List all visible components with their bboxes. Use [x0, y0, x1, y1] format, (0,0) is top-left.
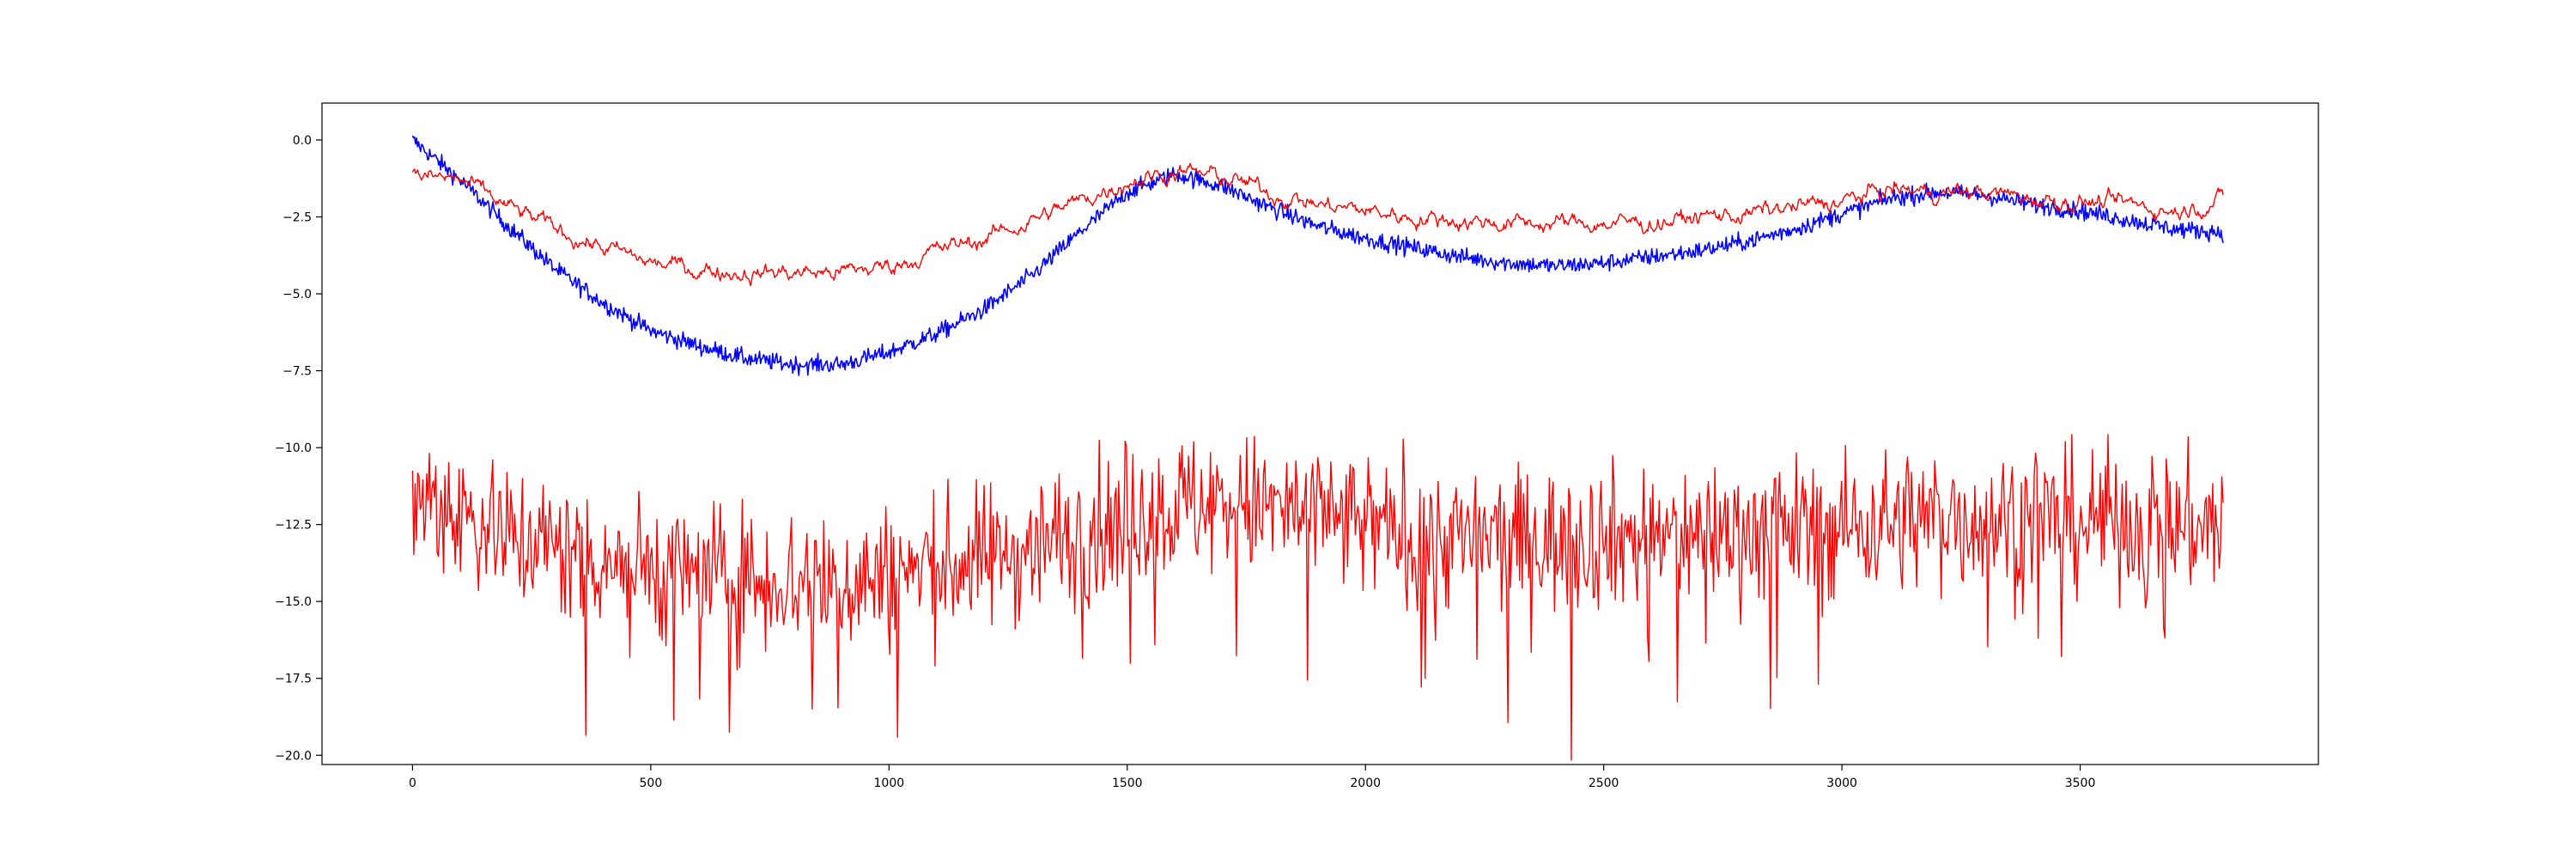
y-tick-label: 0.0: [293, 134, 312, 148]
plot-area-frame: [321, 102, 2319, 765]
y-tick-label: −20.0: [275, 749, 312, 763]
x-tick-label: 2500: [1589, 777, 1619, 790]
series-line-1: [411, 135, 2224, 376]
x-tick-label: 2000: [1350, 777, 1381, 790]
x-axis: 0 500 1000 1500 2000 2500 3000 3500: [409, 765, 2095, 790]
y-tick-label: −2.5: [283, 211, 312, 225]
x-tick-label: 1000: [874, 777, 905, 790]
y-tick-label: −7.5: [283, 365, 312, 379]
series-layer: [411, 135, 2224, 761]
x-tick-label: 500: [640, 777, 663, 790]
x-tick-label: 1500: [1112, 777, 1143, 790]
x-tick-label: 0: [409, 777, 416, 790]
x-tick-label: 3000: [1826, 777, 1857, 790]
y-tick-label: −5.0: [283, 288, 312, 302]
y-axis: 0.0 −2.5 −5.0 −7.5 −10.0 −12.5 −15.0 −17.5 −20.0: [275, 134, 322, 763]
y-tick-label: −10.0: [275, 442, 312, 455]
y-tick-label: −15.0: [275, 595, 312, 609]
y-tick-label: −17.5: [275, 673, 312, 686]
series-line-3: [411, 434, 2224, 761]
y-tick-label: −12.5: [275, 519, 312, 533]
series-line-2: [411, 162, 2224, 287]
x-tick-label: 3500: [2065, 777, 2096, 790]
